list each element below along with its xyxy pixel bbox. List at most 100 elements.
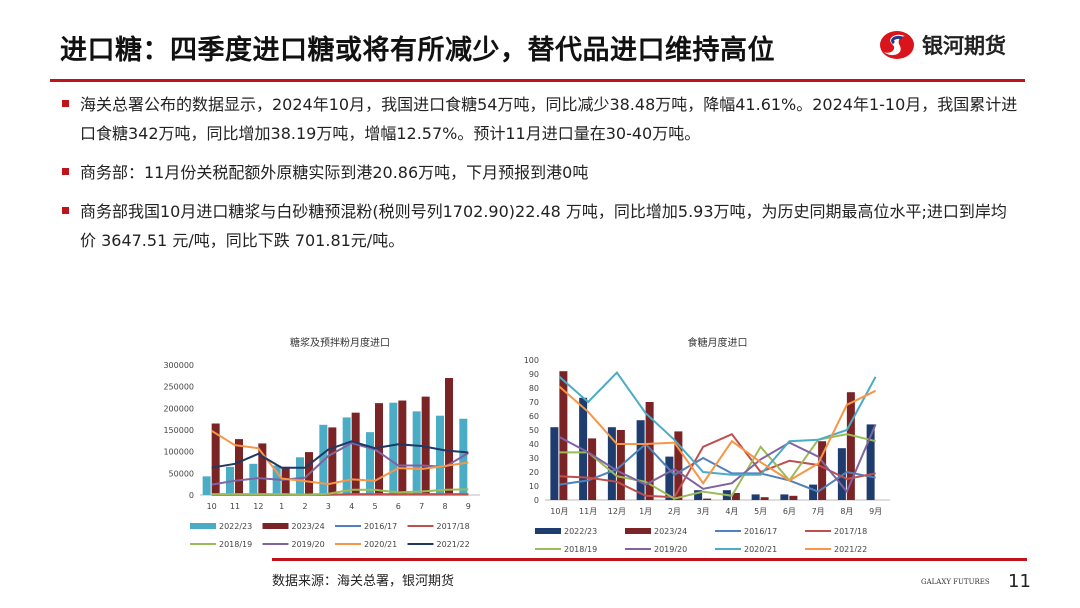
legend-label: 2017/18	[834, 527, 867, 536]
header-divider	[50, 79, 1025, 82]
legend-label: 2019/20	[654, 545, 687, 552]
legend-swatch	[625, 528, 651, 534]
legend-swatch	[535, 528, 561, 534]
bar-2022/23	[296, 457, 304, 495]
bar-2023/24	[328, 427, 337, 495]
x-tick-label: 3月	[697, 507, 710, 516]
legend-label: 2021/22	[834, 545, 867, 552]
y-tick-label: 100000	[163, 448, 194, 457]
bar-2022/23	[780, 494, 789, 500]
x-tick-label: 4月	[725, 507, 738, 516]
bar-2022/23	[342, 417, 351, 495]
bar-2023/24	[398, 400, 407, 495]
x-tick-label: 9月	[869, 507, 882, 516]
y-tick-label: 150000	[163, 426, 194, 435]
bar-2022/23	[694, 490, 703, 500]
legend-swatch	[262, 523, 289, 529]
line-2020/21	[211, 430, 469, 486]
legend-label: 2020/21	[364, 540, 397, 549]
bar-2022/23	[866, 424, 875, 500]
legend-label: 2018/19	[564, 545, 597, 552]
x-tick-label: 2	[302, 502, 307, 511]
y-tick-label: 90	[529, 370, 539, 379]
legend-label: 2019/20	[292, 540, 325, 549]
bar-2022/23	[751, 494, 760, 500]
bar-2023/24	[789, 495, 798, 500]
bar-2022/23	[550, 427, 559, 500]
legend-label: 2020/21	[744, 545, 777, 552]
legend-label: 2022/23	[219, 522, 252, 531]
bar-2023/24	[703, 498, 712, 500]
y-tick-label: 50	[529, 426, 539, 435]
x-tick-label: 6	[396, 502, 401, 511]
legend-label: 2022/23	[564, 527, 597, 536]
bar-2022/23	[837, 448, 846, 500]
bar-2022/23	[607, 427, 616, 500]
y-tick-label: 250000	[163, 383, 194, 392]
chart-title: 食糖月度进口	[688, 336, 748, 349]
page-number: 11	[1008, 571, 1031, 592]
logo: 银河期货	[878, 28, 1006, 62]
syrup-import-chart: 糖浆及预拌粉月度进口 0 50000 100000 150000 200000 250000…	[163, 336, 480, 549]
legend-label: 2023/24	[292, 522, 325, 531]
legend-swatch	[190, 523, 216, 529]
y-tick-label: 100	[524, 356, 539, 365]
line-2017/18	[559, 432, 876, 499]
bar-2023/24	[211, 423, 220, 495]
x-tick-label: 8月	[840, 507, 853, 516]
bar-2022/23	[366, 432, 374, 495]
x-tick-label: 1	[279, 502, 284, 511]
y-tick-label: 300000	[163, 361, 194, 370]
x-tick-label: 8	[442, 502, 447, 511]
y-tick-label: 0	[189, 491, 194, 500]
y-tick-label: 20	[529, 468, 539, 477]
x-tick-label: 10月	[550, 507, 568, 516]
brand-text: GALAXY FUTURES	[921, 578, 990, 586]
chart-title: 糖浆及预拌粉月度进口	[290, 336, 390, 349]
legend-label: 2023/24	[654, 527, 687, 536]
line-2021/22	[558, 385, 877, 485]
legend-label: 2016/17	[744, 527, 777, 536]
bar-2022/23	[389, 402, 398, 495]
x-tick-label: 10	[207, 502, 217, 511]
bar-2023/24	[281, 466, 290, 495]
y-tick-label: 0	[534, 496, 539, 505]
legend-label: 2017/18	[437, 522, 470, 531]
y-tick-label: 40	[529, 440, 539, 449]
bar-2022/23	[436, 415, 444, 495]
bar-2022/23	[412, 411, 421, 495]
bar-2022/23	[665, 456, 674, 500]
x-tick-label: 3	[326, 502, 331, 511]
data-source: 数据来源：海关总署，银河期货	[272, 574, 455, 589]
line-2019/20	[211, 441, 469, 486]
bar-2023/24	[235, 439, 243, 495]
bullet-item: 海关总署公布的数据显示，2024年10月，我国进口食糖54万吨，同比减少38.4…	[60, 90, 1020, 148]
line-2020/21	[558, 371, 877, 476]
line-2021/22	[211, 440, 469, 469]
y-tick-label: 60	[529, 412, 539, 421]
legend-label: 2018/19	[219, 540, 252, 549]
line-2018/19	[211, 488, 469, 496]
bar-2023/24	[258, 443, 267, 495]
bar-2022/23	[636, 420, 645, 500]
x-tick-label: 7	[419, 502, 424, 511]
bullet-list: 海关总署公布的数据显示，2024年10月，我国进口食糖54万吨，同比减少38.4…	[60, 90, 1020, 265]
bar-2023/24	[674, 431, 683, 500]
sugar-import-chart: 食糖月度进口 0 10 20 30 40 50 60 70 80 90 100 10月 11月 12月 1月 2…	[524, 336, 890, 552]
y-tick-label: 30	[529, 454, 539, 463]
bar-2023/24	[588, 438, 597, 500]
bar-2023/24	[760, 497, 769, 500]
x-tick-label: 12月	[608, 507, 626, 516]
bar-2023/24	[818, 441, 827, 500]
page-title: 进口糖：四季度进口糖或将有所减少，替代品进口维持高位	[60, 35, 775, 66]
y-tick-label: 80	[529, 384, 539, 393]
y-tick-label: 70	[529, 398, 539, 407]
y-tick-label: 10	[529, 482, 539, 491]
legend-label: 2021/22	[437, 540, 470, 549]
bar-2023/24	[559, 371, 568, 500]
y-tick-label: 200000	[163, 404, 194, 413]
y-tick-label: 50000	[169, 469, 194, 478]
x-tick-label: 1月	[639, 507, 652, 516]
bar-2023/24	[645, 402, 654, 500]
bar-2023/24	[731, 493, 740, 500]
